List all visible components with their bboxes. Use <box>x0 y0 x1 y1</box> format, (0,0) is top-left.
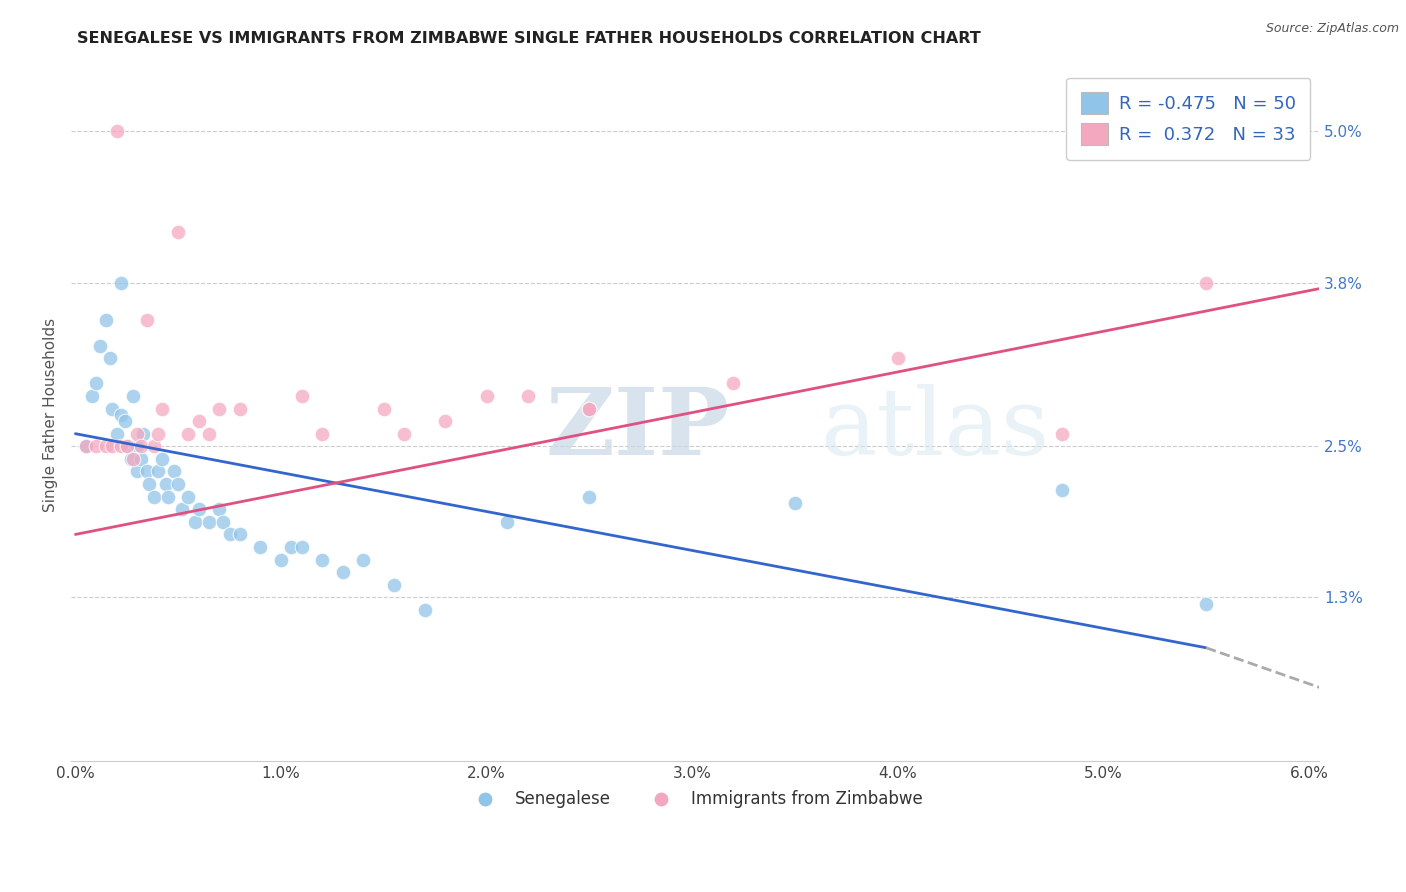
Point <box>475 389 498 403</box>
Point <box>783 496 806 510</box>
Point <box>84 376 107 391</box>
Point <box>129 439 152 453</box>
Point <box>212 515 235 529</box>
Point <box>290 389 312 403</box>
Point <box>1195 276 1218 290</box>
Point <box>105 426 128 441</box>
Point <box>75 439 97 453</box>
Point <box>578 401 600 416</box>
Point <box>75 439 97 453</box>
Point <box>208 502 231 516</box>
Point <box>208 401 231 416</box>
Point <box>136 313 159 327</box>
Point <box>172 502 194 516</box>
Point <box>127 426 149 441</box>
Point <box>163 465 186 479</box>
Point <box>96 439 118 453</box>
Point <box>280 540 302 554</box>
Point <box>311 552 333 566</box>
Point <box>105 124 128 138</box>
Point <box>127 465 149 479</box>
Point <box>516 389 538 403</box>
Point <box>136 465 159 479</box>
Point <box>138 477 160 491</box>
Point <box>373 401 395 416</box>
Point <box>496 515 519 529</box>
Point <box>110 408 132 422</box>
Point <box>578 490 600 504</box>
Point <box>1050 426 1073 441</box>
Point <box>886 351 908 365</box>
Point <box>127 439 149 453</box>
Point <box>101 401 124 416</box>
Legend: Senegalese, Immigrants from Zimbabwe: Senegalese, Immigrants from Zimbabwe <box>461 784 929 815</box>
Point <box>382 578 405 592</box>
Point <box>110 276 132 290</box>
Text: Source: ZipAtlas.com: Source: ZipAtlas.com <box>1265 22 1399 36</box>
Point <box>114 414 136 428</box>
Point <box>100 351 122 365</box>
Point <box>177 490 200 504</box>
Point <box>142 490 165 504</box>
Point <box>183 515 205 529</box>
Point <box>187 414 209 428</box>
Point <box>229 527 252 541</box>
Point <box>167 225 190 239</box>
Point <box>115 439 138 453</box>
Point <box>89 338 111 352</box>
Point <box>150 451 173 466</box>
Text: ZIP: ZIP <box>546 384 730 474</box>
Point <box>578 401 600 416</box>
Point <box>187 502 209 516</box>
Point <box>723 376 745 391</box>
Point <box>155 477 177 491</box>
Point <box>150 401 173 416</box>
Point <box>146 465 169 479</box>
Point <box>101 439 124 453</box>
Point <box>352 552 374 566</box>
Y-axis label: Single Father Households: Single Father Households <box>44 318 58 512</box>
Point <box>218 527 240 541</box>
Point <box>332 565 354 579</box>
Point <box>1050 483 1073 498</box>
Point <box>167 477 190 491</box>
Point <box>394 426 416 441</box>
Text: atlas: atlas <box>820 384 1049 474</box>
Point <box>198 515 221 529</box>
Point <box>229 401 252 416</box>
Point <box>80 389 103 403</box>
Point <box>96 313 118 327</box>
Point <box>146 426 169 441</box>
Point <box>311 426 333 441</box>
Point <box>156 490 179 504</box>
Text: SENEGALESE VS IMMIGRANTS FROM ZIMBABWE SINGLE FATHER HOUSEHOLDS CORRELATION CHAR: SENEGALESE VS IMMIGRANTS FROM ZIMBABWE S… <box>77 31 981 46</box>
Point <box>122 451 145 466</box>
Point <box>122 389 145 403</box>
Point <box>84 439 107 453</box>
Point <box>198 426 221 441</box>
Point <box>115 439 138 453</box>
Point <box>249 540 271 554</box>
Point <box>270 552 292 566</box>
Point <box>177 426 200 441</box>
Point <box>132 426 155 441</box>
Point <box>110 439 132 453</box>
Point <box>413 603 436 617</box>
Point <box>142 439 165 453</box>
Point <box>120 451 142 466</box>
Point <box>1195 597 1218 611</box>
Point <box>129 451 152 466</box>
Point <box>290 540 312 554</box>
Point <box>434 414 457 428</box>
